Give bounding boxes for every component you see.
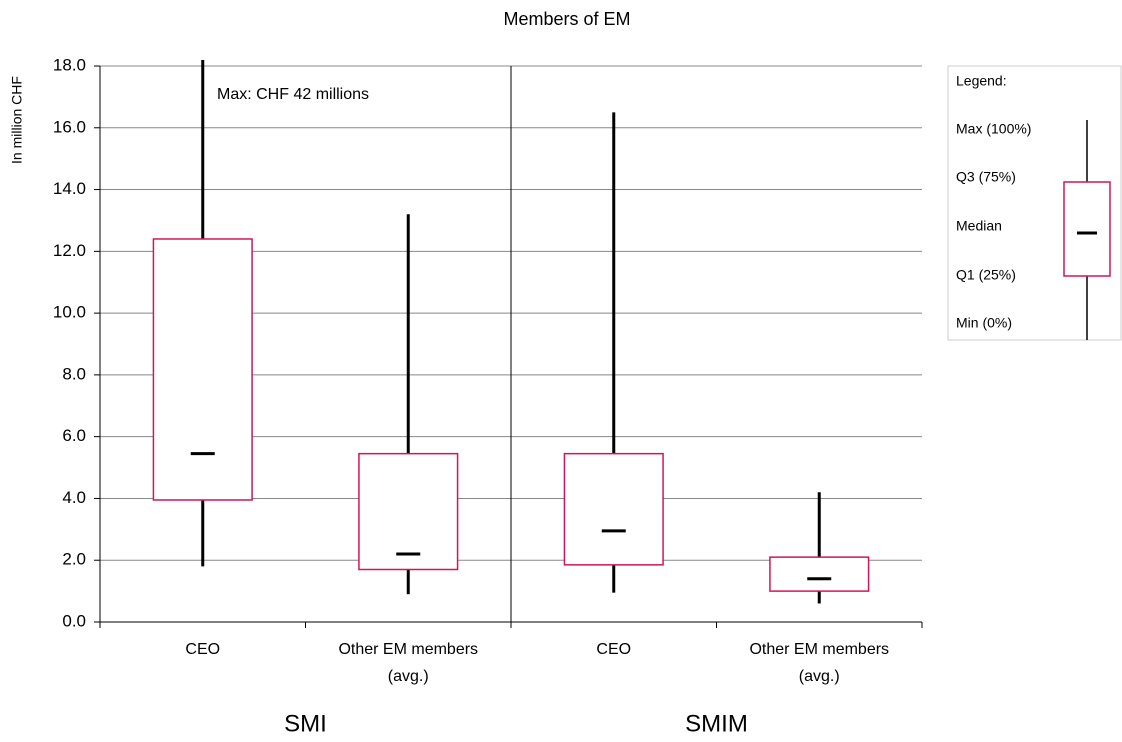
group-label: SMI [284,710,327,737]
y-tick-label: 12.0 [53,241,86,260]
legend-item: Min (0%) [956,315,1012,331]
x-tick-label: (avg.) [799,668,840,685]
x-tick-label: Other EM members [338,641,478,658]
legend: Legend: Max (100%) Q3 (75%) Median Q1 (2… [947,65,1122,341]
y-tick-label: 6.0 [62,426,86,445]
y-tick-label: 10.0 [53,303,86,322]
box [563,452,664,566]
legend-sample-box [1063,181,1111,277]
y-tick-label: 2.0 [62,550,86,569]
x-tick-label: CEO [596,641,631,658]
annotation: Max: CHF 42 millions [217,86,369,103]
x-tick-label: (avg.) [388,668,429,685]
box [358,452,459,571]
group-label: SMIM [685,710,748,737]
x-tick-label: Other EM members [749,641,889,658]
y-tick-label: 8.0 [62,364,86,383]
legend-item: Q3 (75%) [956,169,1016,185]
legend-item: Q1 (25%) [956,267,1016,283]
y-tick-label: 0.0 [62,611,86,630]
y-tick-label: 14.0 [53,179,86,198]
box [769,556,870,592]
chart-title: Members of EM [503,9,630,29]
legend-item: Max (100%) [956,121,1031,137]
legend-title: Legend: [956,73,1007,89]
y-tick-label: 18.0 [53,55,86,74]
y-tick-label: 4.0 [62,488,86,507]
x-tick-label: CEO [185,641,220,658]
y-tick-label: 16.0 [53,117,86,136]
legend-item: Median [956,218,1002,234]
boxes [152,60,870,604]
box [152,238,253,501]
y-axis-label: In million CHF [9,76,25,164]
